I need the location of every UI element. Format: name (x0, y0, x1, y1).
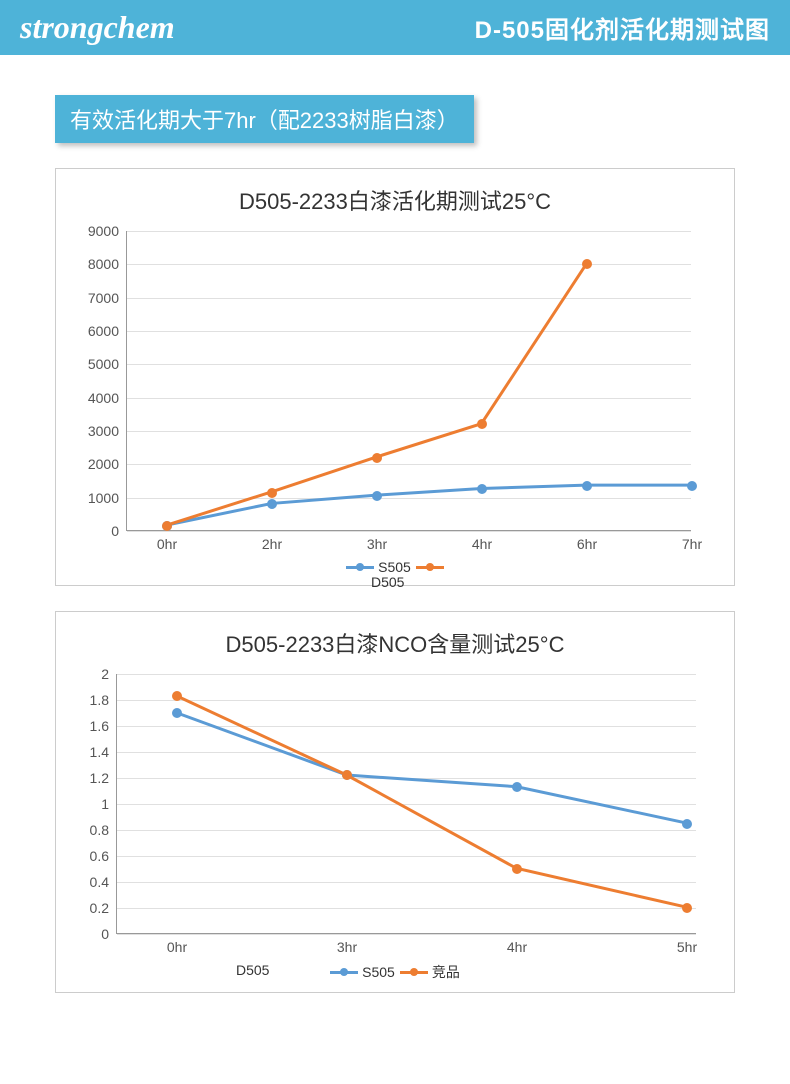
legend-item: S505 (346, 559, 411, 575)
data-marker (682, 819, 692, 829)
y-tick-label: 8000 (88, 256, 127, 272)
x-tick-label: 2hr (262, 530, 282, 552)
x-tick-label: 0hr (157, 530, 177, 552)
data-marker (372, 453, 382, 463)
y-tick-label: 4000 (88, 390, 127, 406)
y-tick-label: 2000 (88, 456, 127, 472)
legend-extra-label: D505 (371, 574, 404, 590)
data-marker (172, 708, 182, 718)
x-tick-label: 4hr (472, 530, 492, 552)
chart-2-legend: S505 竞品 D505 (71, 962, 719, 982)
y-tick-label: 3000 (88, 423, 127, 439)
y-tick-label: 5000 (88, 356, 127, 372)
chart-1-container: D505-2233白漆活化期测试25°C 0100020003000400050… (55, 168, 735, 586)
data-marker (477, 484, 487, 494)
y-tick-label: 7000 (88, 290, 127, 306)
data-marker (512, 782, 522, 792)
data-marker (582, 481, 592, 491)
legend-label: 竞品 (432, 962, 460, 982)
data-marker (372, 491, 382, 501)
x-tick-label: 3hr (367, 530, 387, 552)
data-marker (582, 259, 592, 269)
legend-item: S505 (330, 964, 395, 980)
data-marker (477, 419, 487, 429)
data-marker (162, 521, 172, 531)
gridline (127, 531, 691, 532)
y-tick-label: 0 (111, 523, 127, 539)
x-tick-label: 3hr (337, 933, 357, 955)
legend-label: S505 (362, 964, 395, 980)
subtitle-banner: 有效活化期大于7hr（配2233树脂白漆） (55, 95, 474, 143)
y-tick-label: 1.2 (90, 770, 117, 786)
data-marker (172, 691, 182, 701)
data-marker (342, 770, 352, 780)
data-marker (267, 499, 277, 509)
x-tick-label: 7hr (682, 530, 702, 552)
x-tick-label: 0hr (167, 933, 187, 955)
y-tick-label: 0.2 (90, 900, 117, 916)
legend-item (416, 566, 444, 569)
x-tick-label: 4hr (507, 933, 527, 955)
y-tick-label: 1.4 (90, 744, 117, 760)
chart-1-plot: 01000200030004000500060007000800090000hr… (126, 231, 691, 531)
chart-1-title: D505-2233白漆活化期测试25°C (71, 184, 719, 216)
brand-logo: strongchem (20, 9, 175, 46)
y-tick-label: 0.8 (90, 822, 117, 838)
gridline (117, 934, 696, 935)
x-tick-label: 5hr (677, 933, 697, 955)
chart-2-plot: 00.20.40.60.811.21.41.61.820hr3hr4hr5hr (116, 674, 696, 934)
data-marker (687, 481, 697, 491)
x-tick-label: 6hr (577, 530, 597, 552)
chart-2-title: D505-2233白漆NCO含量测试25°C (71, 627, 719, 659)
data-marker (512, 864, 522, 874)
y-tick-label: 1.8 (90, 692, 117, 708)
data-marker (267, 488, 277, 498)
header-title: D-505固化剂活化期测试图 (475, 10, 770, 45)
legend-item: 竞品 (400, 962, 460, 982)
legend-label: S505 (378, 559, 411, 575)
y-tick-label: 0 (101, 926, 117, 942)
y-tick-label: 1000 (88, 490, 127, 506)
y-tick-label: 2 (101, 666, 117, 682)
page-header: strongchem D-505固化剂活化期测试图 (0, 0, 790, 55)
chart-2-container: D505-2233白漆NCO含量测试25°C 00.20.40.60.811.2… (55, 611, 735, 993)
chart-1-legend: S505D505 (71, 559, 719, 575)
y-tick-label: 6000 (88, 323, 127, 339)
y-tick-label: 1 (101, 796, 117, 812)
y-tick-label: 9000 (88, 223, 127, 239)
y-tick-label: 0.6 (90, 848, 117, 864)
data-marker (682, 903, 692, 913)
legend-extra-label: D505 (236, 962, 269, 978)
y-tick-label: 0.4 (90, 874, 117, 890)
y-tick-label: 1.6 (90, 718, 117, 734)
